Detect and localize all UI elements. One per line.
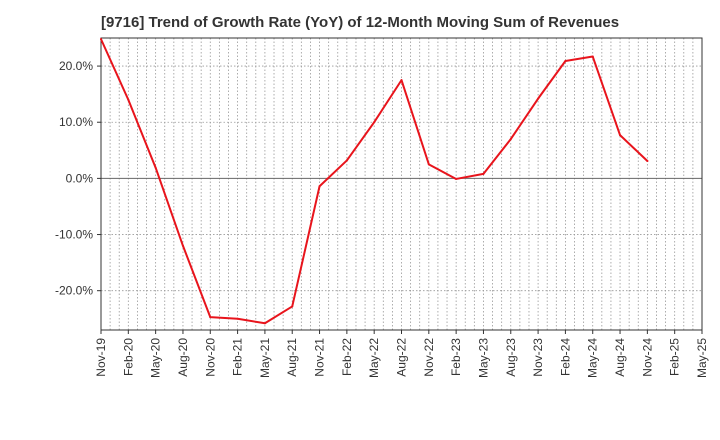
x-tick-label: Aug-24 [613,338,627,377]
data-point [181,244,184,247]
x-tick-label: Nov-21 [313,338,327,377]
x-tick-label: Aug-21 [285,338,299,377]
data-point [291,305,294,308]
series-layer [100,38,649,325]
data-point [509,138,512,141]
data-point [591,55,594,58]
x-tick-label: Feb-22 [340,338,354,376]
x-tick-label: May-25 [695,338,709,378]
data-point [345,159,348,162]
x-tick-label: Aug-22 [395,338,409,377]
data-point [154,166,157,169]
data-point [482,172,485,175]
x-tick-label: May-24 [586,338,600,378]
x-tick-label: Feb-23 [449,338,463,376]
data-point [619,134,622,137]
x-tick-label: Feb-21 [231,338,245,376]
x-tick-label: Nov-20 [203,338,217,377]
data-point [646,159,649,162]
x-axis-ticks: Nov-19 Feb-20 May-20 Aug-20 Nov-20 Feb-21 May-… [94,330,709,378]
x-tick-label: May-21 [258,338,272,378]
data-point [564,60,567,63]
data-point [127,98,130,101]
x-tick-label: Nov-24 [640,338,654,377]
data-point [209,316,212,319]
x-tick-label: Feb-25 [668,338,682,376]
data-point [455,177,458,180]
data-point [100,38,102,41]
x-tick-label: Aug-23 [504,338,518,377]
x-tick-label: Nov-23 [531,338,545,377]
grid [101,38,702,330]
data-point [236,317,239,320]
y-tick-label: 20.0% [59,59,93,73]
data-point [263,322,266,325]
data-point [427,163,430,166]
data-point [318,185,321,188]
y-tick-label: -10.0% [55,228,93,242]
y-tick-label: -20.0% [55,284,93,298]
chart-title: [9716] Trend of Growth Rate (YoY) of 12-… [100,14,620,31]
data-point [537,97,540,100]
y-axis-ticks: 20.0% 10.0% 0.0% -10.0% -20.0% [55,59,101,298]
y-tick-label: 0.0% [66,171,94,185]
x-tick-label: May-22 [367,338,381,378]
data-point [400,79,403,82]
y-tick-label: 10.0% [59,115,93,129]
x-tick-label: Aug-20 [176,338,190,377]
x-tick-label: Feb-20 [121,338,135,376]
x-tick-label: May-20 [149,338,163,378]
data-point [373,121,376,124]
x-tick-label: May-23 [476,338,490,378]
x-tick-label: Nov-19 [94,338,108,377]
x-tick-label: Nov-22 [422,338,436,377]
x-tick-label: Feb-24 [558,338,572,376]
